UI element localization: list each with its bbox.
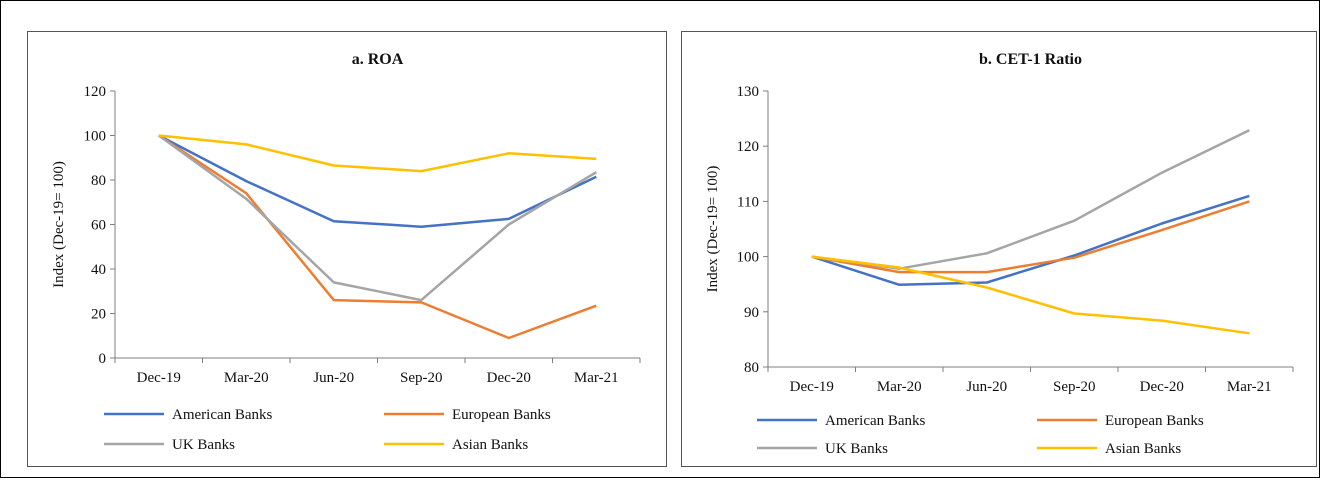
legend-entry: European Banks (1105, 413, 1204, 429)
legend-entry: American Banks (825, 413, 926, 429)
y-tick-label: 40 (91, 262, 106, 278)
y-tick-label: 100 (737, 250, 760, 266)
x-tick-label: Sep-20 (1053, 379, 1096, 395)
x-tick-label: Mar-21 (574, 370, 619, 386)
x-tick-label: Dec-20 (1140, 379, 1184, 395)
legend-entry: American Banks (172, 407, 273, 423)
y-tick-label: 80 (744, 360, 759, 376)
legend-entry: Asian Banks (452, 437, 528, 453)
chart-title: b. CET-1 Ratio (979, 51, 1082, 68)
series-line-asian-banks (158, 134, 597, 173)
y-tick-label: 90 (744, 305, 759, 321)
roa-chart-panel: a. ROA Index (Dec-19= 100) 0 20 40 60 80 100 120… (27, 31, 667, 467)
y-tick-label: 100 (84, 129, 107, 145)
series-line-european-banks (158, 134, 597, 340)
chart-title: a. ROA (352, 51, 404, 68)
series-line-uk-banks (158, 134, 597, 302)
y-tick-label: 80 (91, 173, 106, 189)
cet1-chart: b. CET-1 Ratio Index (Dec-19= 100) 80 90 100… (705, 51, 1294, 457)
series-line-european-banks (811, 200, 1250, 274)
series-line-uk-banks (811, 129, 1250, 270)
y-tick-label: 120 (737, 139, 760, 155)
y-tick-label: 110 (737, 194, 759, 210)
x-tick-label: Jun-20 (966, 379, 1007, 395)
cet1-chart-panel: b. CET-1 Ratio Index (Dec-19= 100) 80 90 100… (681, 31, 1317, 467)
y-tick-label: 130 (737, 84, 760, 100)
x-tick-label: Mar-20 (224, 370, 269, 386)
series-line-asian-banks (811, 255, 1250, 335)
y-tick-label: 20 (91, 307, 106, 323)
series-line-american-banks (158, 134, 597, 228)
legend-entry: European Banks (452, 407, 551, 423)
y-axis-label: Index (Dec-19= 100) (705, 166, 721, 293)
x-tick-label: Dec-19 (137, 370, 181, 386)
x-tick-label: Dec-20 (487, 370, 531, 386)
x-tick-label: Dec-19 (790, 379, 834, 395)
y-tick-label: 60 (91, 218, 106, 234)
x-tick-label: Sep-20 (400, 370, 443, 386)
y-tick-label: 120 (84, 84, 107, 100)
x-tick-label: Mar-21 (1227, 379, 1272, 395)
x-tick-label: Mar-20 (877, 379, 922, 395)
legend-entry: Asian Banks (1105, 441, 1181, 457)
legend-entry: UK Banks (172, 437, 235, 453)
x-tick-label: Jun-20 (313, 370, 354, 386)
legend-entry: UK Banks (825, 441, 888, 457)
series-line-american-banks (811, 194, 1250, 287)
roa-chart: a. ROA Index (Dec-19= 100) 0 20 40 60 80 100 120… (51, 51, 641, 453)
y-tick-label: 0 (99, 351, 107, 367)
y-axis-label: Index (Dec-19= 100) (51, 161, 67, 288)
